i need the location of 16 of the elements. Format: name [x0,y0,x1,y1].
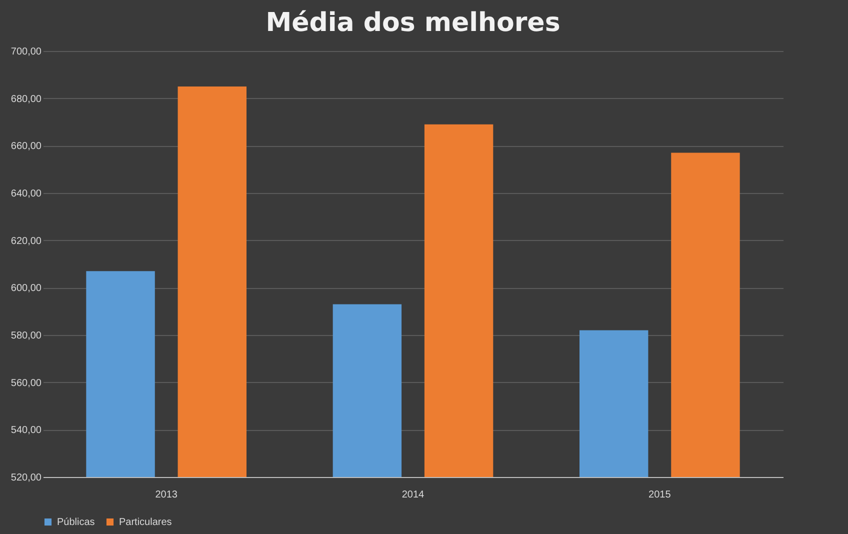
y-tick-label: 700,00 [10,46,42,58]
y-tick-label: 540,00 [10,425,42,436]
y-tick-label: 620,00 [10,236,42,247]
y-tick-label: 520,00 [10,472,42,484]
x-tick-label: 2013 [155,490,178,500]
legend-label: Públicas [57,517,95,528]
y-tick-label: 600,00 [10,283,42,294]
legend-label: Particulares [119,517,172,528]
x-tick-label: 2015 [648,490,672,500]
y-tick-label: 680,00 [10,94,42,105]
x-tick-label: 2014 [402,490,425,500]
y-tick-label: 560,00 [10,378,42,389]
chart-title: Média dos melhores [266,8,560,38]
y-tick-label: 580,00 [10,330,42,342]
y-tick-label: 640,00 [10,188,42,200]
y-tick-label: 660,00 [10,141,42,152]
